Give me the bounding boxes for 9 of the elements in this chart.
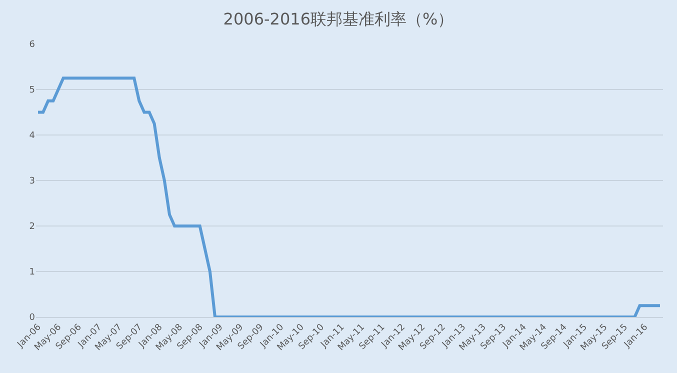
y-tick-label: 0	[29, 313, 36, 324]
chart-title: 2006-2016联邦基准利率（%）	[223, 9, 454, 28]
y-tick-label: 3	[29, 176, 35, 187]
y-tick-label: 4	[29, 131, 36, 142]
line-series	[36, 76, 662, 317]
y-tick-label: 2	[29, 222, 35, 232]
y-tick-label: 1	[29, 268, 35, 278]
y-tick-label: 6	[29, 40, 36, 50]
y-tick-label: 5	[29, 86, 35, 96]
